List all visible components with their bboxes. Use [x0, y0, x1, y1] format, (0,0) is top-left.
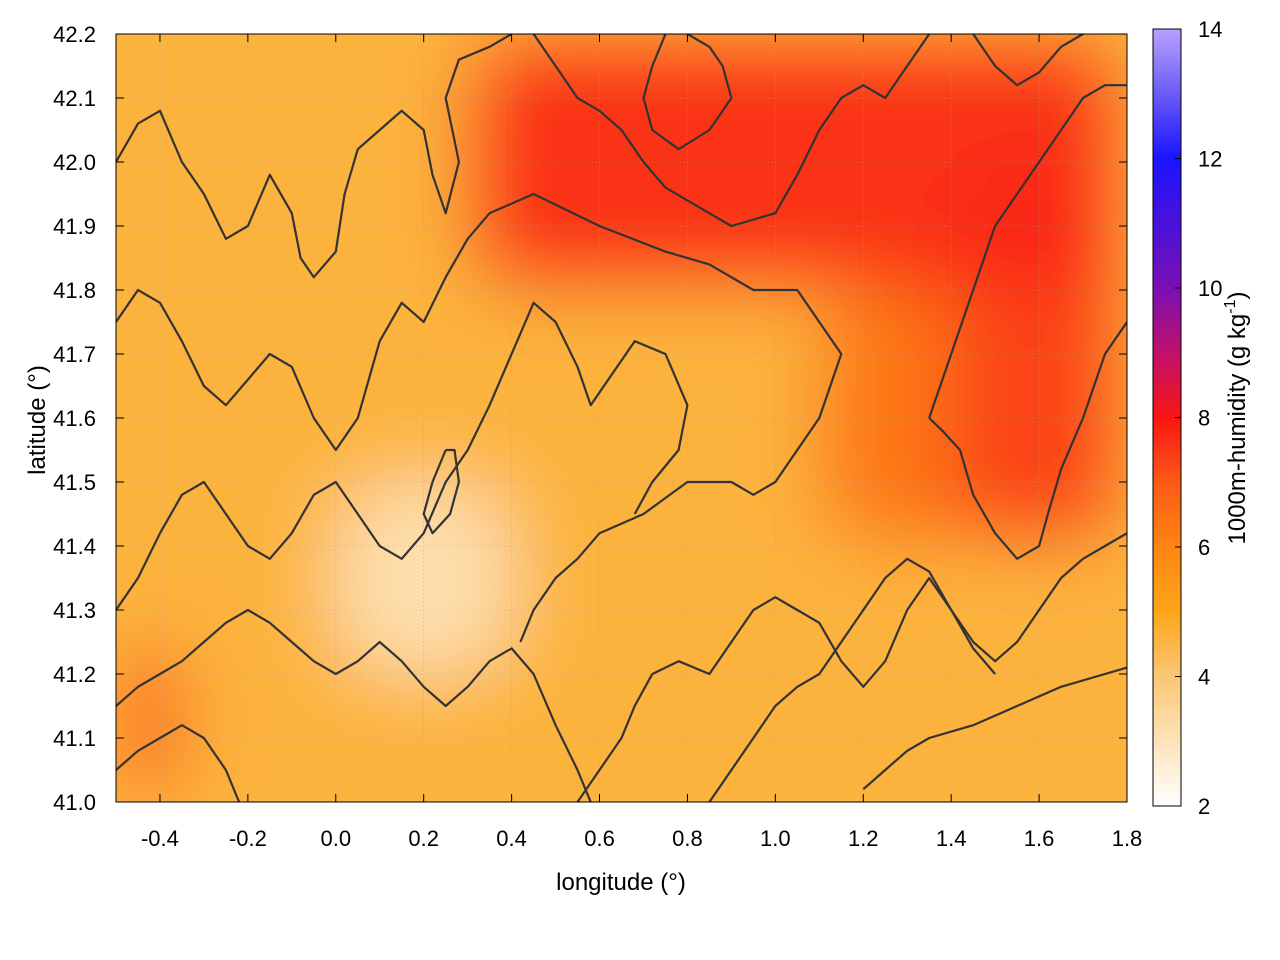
y-tick-label: 41.8 — [53, 278, 96, 303]
y-tick-label: 41.6 — [53, 406, 96, 431]
x-tick-label: 1.4 — [936, 826, 967, 851]
x-tick-label: 1.6 — [1024, 826, 1055, 851]
contour-line-8 — [862, 666, 1127, 791]
colorbar-tick-label: 6 — [1198, 535, 1210, 560]
contour-line-14 — [422, 448, 460, 535]
contour-line-5 — [116, 724, 241, 802]
x-tick-label: 0.4 — [496, 826, 527, 851]
contour-line-10 — [928, 321, 1127, 560]
x-tick-label: 0.8 — [672, 826, 703, 851]
grid-lines — [116, 34, 1127, 802]
y-tick-label: 41.3 — [53, 598, 96, 623]
contour-line-3 — [116, 301, 689, 611]
contour-line-4 — [116, 608, 592, 802]
colorbar-tick-label: 4 — [1198, 665, 1210, 690]
x-tick-label: 1.2 — [848, 826, 879, 851]
colorbar: 2 4 6 8 10 12 14 1000m-humidity (g kg-1) — [1152, 17, 1251, 819]
field-region-southwest-moist — [116, 642, 182, 802]
contour-line-11 — [642, 34, 733, 151]
colorbar-tick-label: 8 — [1198, 406, 1210, 431]
colorbar-label-sup: -1 — [1222, 299, 1239, 313]
contour-line-13 — [972, 34, 1084, 87]
colorbar-label-main: 1000m-humidity (g kg — [1224, 314, 1251, 545]
y-tick-label: 42.0 — [53, 150, 96, 175]
contour-line-7 — [708, 557, 996, 802]
colorbar-tick-label: 14 — [1198, 17, 1222, 42]
y-tick-label: 41.1 — [53, 726, 96, 751]
y-tick-label: 41.0 — [53, 790, 96, 815]
x-axis-label: longitude (°) — [556, 869, 686, 896]
colorbar-label-end: ) — [1224, 292, 1251, 300]
colorbar-ticks: 2 4 6 8 10 12 14 — [1175, 17, 1222, 819]
x-tick-label: 0.0 — [320, 826, 351, 851]
y-axis-label: latitude (°) — [24, 365, 51, 475]
contour-line-2 — [116, 192, 843, 643]
colorbar-tick-label: 10 — [1198, 276, 1222, 301]
x-tick-label: -0.4 — [141, 826, 179, 851]
x-axis: -0.4 -0.2 0.0 0.2 0.4 0.6 0.8 1.0 1.2 1.4 1.6 1.8 — [141, 34, 1142, 851]
y-tick-label: 41.9 — [53, 214, 96, 239]
colorbar-tick-label: 12 — [1198, 147, 1222, 172]
y-tick-label: 41.7 — [53, 342, 96, 367]
x-tick-label: 0.2 — [408, 826, 439, 851]
x-tick-label: 1.8 — [1112, 826, 1143, 851]
contour-line-12 — [532, 34, 931, 228]
y-tick-label: 41.5 — [53, 470, 96, 495]
colorbar-tick-label: 2 — [1198, 794, 1210, 819]
x-tick-label: 1.0 — [760, 826, 791, 851]
x-tick-label: 0.6 — [584, 826, 615, 851]
plot-area — [115, 33, 1128, 803]
x-tick-label: -0.2 — [229, 826, 267, 851]
colorbar-label: 1000m-humidity (g kg-1) — [1222, 292, 1251, 545]
y-axis: 41.0 41.1 41.2 41.3 41.4 41.5 41.6 41.7 41.8 41.9… — [53, 22, 1127, 815]
contour-line-6 — [576, 532, 1127, 802]
contour-line-9 — [928, 84, 1127, 419]
y-tick-label: 41.4 — [53, 534, 96, 559]
contour-line-1 — [116, 34, 513, 279]
y-tick-label: 42.2 — [53, 22, 96, 47]
y-tick-label: 41.2 — [53, 662, 96, 687]
y-tick-label: 42.1 — [53, 86, 96, 111]
contour-lines — [116, 34, 1127, 802]
